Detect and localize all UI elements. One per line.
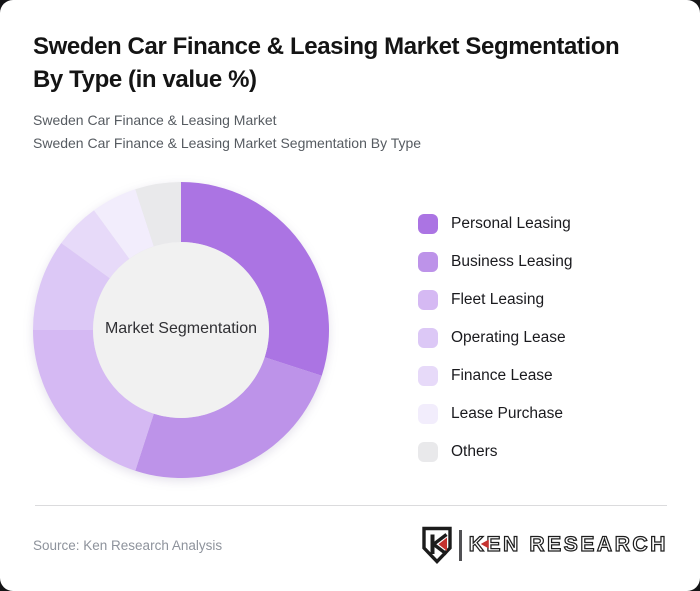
legend-item-fleet-leasing: Fleet Leasing bbox=[418, 290, 573, 310]
legend-swatch bbox=[418, 366, 438, 386]
legend-label: Personal Leasing bbox=[451, 215, 571, 232]
donut-chart-area: Market Segmentation bbox=[33, 182, 330, 479]
footer-divider bbox=[35, 505, 667, 506]
ken-research-logo: KEN RESEARCH bbox=[421, 526, 668, 564]
subtitle-line-1: Sweden Car Finance & Leasing Market bbox=[33, 112, 277, 128]
subtitle: Sweden Car Finance & Leasing Market Swed… bbox=[33, 109, 673, 155]
legend-label: Fleet Leasing bbox=[451, 291, 545, 308]
legend-swatch bbox=[418, 328, 438, 348]
legend-swatch bbox=[418, 404, 438, 424]
legend-swatch bbox=[418, 290, 438, 310]
legend-swatch bbox=[418, 252, 438, 272]
donut-slice-fleet-leasing bbox=[33, 330, 154, 471]
legend-item-finance-lease: Finance Lease bbox=[418, 366, 573, 386]
donut-slice-business-leasing bbox=[135, 357, 322, 479]
legend-swatch bbox=[418, 442, 438, 462]
donut-hole bbox=[93, 242, 269, 418]
chart-legend: Personal Leasing Business Leasing Fleet Le… bbox=[418, 214, 573, 480]
legend-label: Operating Lease bbox=[451, 329, 566, 346]
page-title-line-1: Sweden Car Finance & Leasing Market Segm… bbox=[33, 33, 620, 60]
logo-separator bbox=[459, 529, 462, 561]
ken-research-shield-icon bbox=[422, 526, 452, 564]
logo-k-accent-triangle-icon bbox=[480, 539, 489, 549]
legend-label: Others bbox=[451, 443, 498, 460]
legend-label: Business Leasing bbox=[451, 253, 573, 270]
donut-center-label: Market Segmentation bbox=[104, 320, 258, 337]
legend-item-personal-leasing: Personal Leasing bbox=[418, 214, 573, 234]
donut-chart bbox=[33, 182, 330, 479]
source-text: Source: Ken Research Analysis bbox=[33, 538, 223, 553]
legend-swatch bbox=[418, 214, 438, 234]
page-title: Sweden Car Finance & Leasing Market Segm… bbox=[33, 30, 673, 96]
donut-slice-lease-purchase bbox=[94, 189, 154, 259]
donut-slice-operating-lease bbox=[33, 243, 110, 330]
logo-wordmark-text: KEN RESEARCH bbox=[468, 532, 668, 556]
logo-wordmark: KEN RESEARCH bbox=[468, 532, 668, 557]
legend-item-lease-purchase: Lease Purchase bbox=[418, 404, 573, 424]
subtitle-line-2: Sweden Car Finance & Leasing Market Segm… bbox=[33, 135, 422, 151]
legend-item-others: Others bbox=[418, 442, 573, 462]
legend-label: Finance Lease bbox=[451, 367, 553, 384]
donut-slice-personal-leasing bbox=[181, 182, 330, 376]
legend-item-business-leasing: Business Leasing bbox=[418, 252, 573, 272]
legend-item-operating-lease: Operating Lease bbox=[418, 328, 573, 348]
donut-slice-others bbox=[135, 182, 181, 247]
page-title-line-2: By Type (in value %) bbox=[33, 66, 257, 93]
donut-slice-finance-lease bbox=[61, 210, 130, 279]
legend-label: Lease Purchase bbox=[451, 405, 564, 422]
